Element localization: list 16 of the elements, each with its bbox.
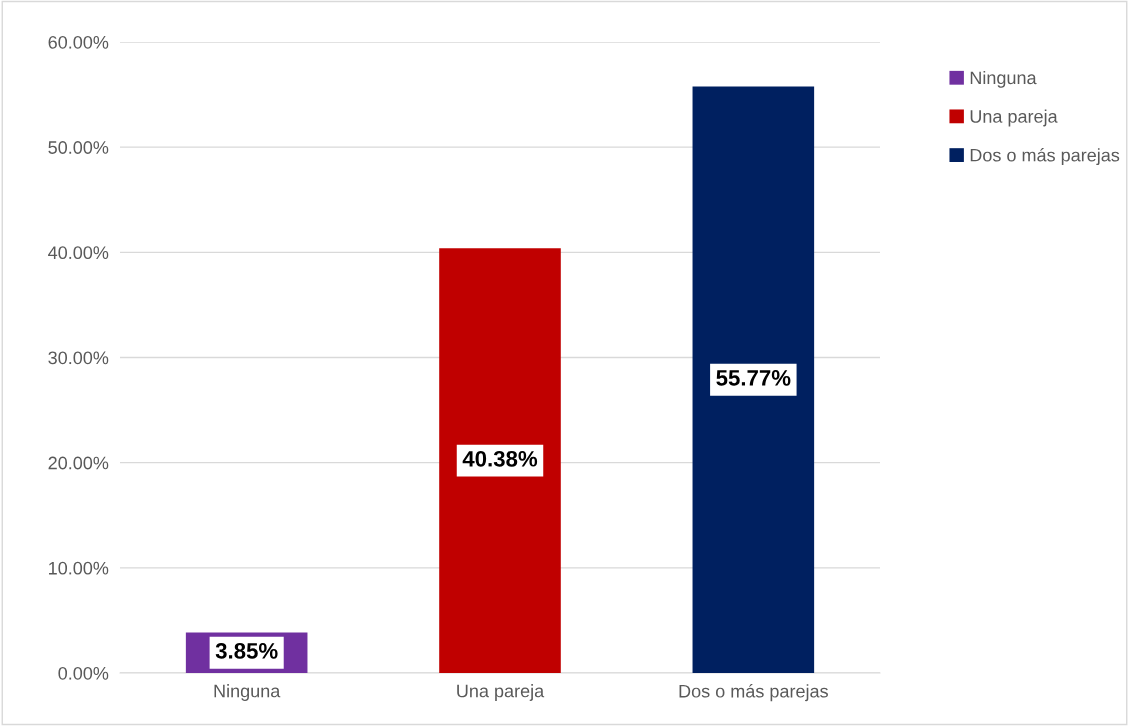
y-tick-label: 30.00%	[48, 351, 109, 365]
y-tick-label: 60.00%	[48, 35, 109, 49]
data-label: 40.38%	[462, 450, 538, 467]
y-tick-label: 0.00%	[58, 666, 109, 680]
data-label: 3.85%	[215, 642, 278, 659]
y-tick-label: 20.00%	[48, 456, 109, 470]
y-tick-label: 50.00%	[48, 141, 109, 154]
x-tick-label: Una pareja	[457, 684, 545, 701]
legend-label: Una pareja	[970, 109, 1058, 127]
data-label: 55.77%	[716, 370, 791, 386]
x-tick-label: Ninguna	[214, 684, 281, 701]
y-tick-label: 10.00%	[49, 561, 109, 575]
y-tick-label: 40.00%	[48, 246, 109, 260]
x-tick-label: Dos o más parejas	[679, 684, 828, 702]
legend-label: Dos o más parejas	[970, 148, 1120, 166]
legend-label: Ninguna	[970, 70, 1037, 88]
